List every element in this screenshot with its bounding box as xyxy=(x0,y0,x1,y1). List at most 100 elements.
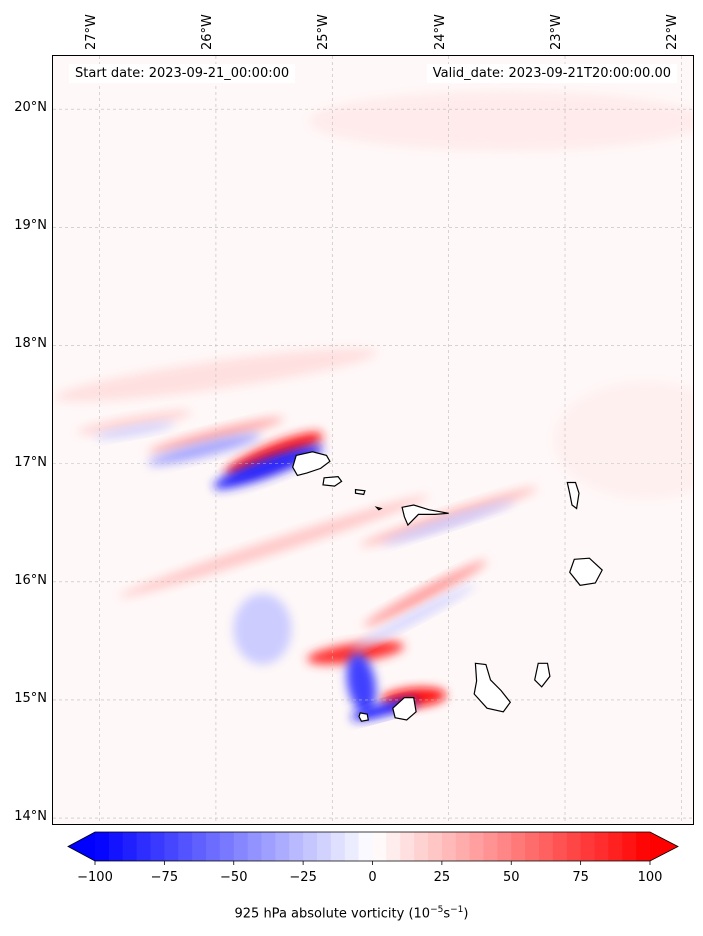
colorbar-segment xyxy=(608,832,623,861)
colorbar-segment xyxy=(594,832,609,861)
colorbar-label-exponent-2: −1 xyxy=(450,905,464,915)
island-santa-luzia xyxy=(354,488,366,496)
colorbar-label-main: 925 hPa absolute vorticity (10 xyxy=(234,906,431,922)
colorbar-segment xyxy=(372,832,387,861)
colorbar-tick-label: 75 xyxy=(572,870,589,885)
colorbar-segment xyxy=(344,832,360,861)
vorticity-feature-4 xyxy=(147,433,261,466)
longitude-label: 23°W xyxy=(549,0,574,52)
colorbar-segment xyxy=(275,832,290,861)
vorticity-feature-2 xyxy=(77,410,192,434)
colorbar-segment xyxy=(261,832,276,861)
colorbar-segment xyxy=(206,832,221,861)
colorbar-segment xyxy=(358,832,374,861)
longitude-label: 22°W xyxy=(665,0,690,52)
colorbar-segment xyxy=(164,832,179,861)
island-fogo xyxy=(392,696,417,721)
colorbar-segment xyxy=(497,832,512,861)
colorbar-segment xyxy=(441,832,457,861)
latitude-label: 16°N xyxy=(14,572,47,588)
colorbar-segment xyxy=(455,832,471,861)
colorbar-tick-label: −75 xyxy=(150,870,179,885)
colorbar-segment xyxy=(108,832,124,861)
vorticity-map xyxy=(53,56,693,824)
colorbar-segment xyxy=(219,832,235,861)
colorbar xyxy=(67,831,679,865)
island-sao-nicolau xyxy=(401,504,449,527)
colorbar-segment xyxy=(317,832,332,861)
colorbar-segment xyxy=(330,832,346,861)
colorbar-segment xyxy=(233,832,249,861)
colorbar-extend-high xyxy=(650,832,678,861)
vorticity-feature-17 xyxy=(309,91,693,151)
colorbar-segment xyxy=(178,832,193,861)
longitude-label-text: 25°W xyxy=(316,14,332,50)
colorbar-label-end: ) xyxy=(463,906,469,922)
colorbar-segment xyxy=(636,832,651,861)
vorticity-feature-5 xyxy=(94,422,175,440)
valid-date-label: Valid_date: 2023-09-21T20:00:00.00 xyxy=(426,64,677,83)
colorbar-tick-label: −50 xyxy=(220,870,248,885)
island-boa-vista xyxy=(569,557,603,586)
colorbar-segment xyxy=(539,832,554,861)
longitude-label-text: 26°W xyxy=(199,14,215,50)
colorbar-segment xyxy=(95,832,110,861)
latitude-label: 18°N xyxy=(14,336,47,352)
colorbar-label-unit: s xyxy=(443,906,451,922)
island-santiago xyxy=(473,662,512,713)
island-santo-antao xyxy=(292,451,331,477)
vorticity-feature-11 xyxy=(360,487,538,547)
island-raso xyxy=(374,506,383,511)
colorbar-segment xyxy=(580,832,596,861)
colorbar-segment xyxy=(136,832,152,861)
island-sal xyxy=(566,481,580,510)
vorticity-feature-6 xyxy=(307,641,404,665)
vorticity-feature-15 xyxy=(119,495,430,598)
colorbar-segment xyxy=(469,832,485,861)
colorbar-label: 925 hPa absolute vorticity (10−5s−1) xyxy=(0,905,703,921)
longitude-label: 26°W xyxy=(200,0,225,52)
colorbar-segment xyxy=(247,832,263,861)
vorticity-feature-18 xyxy=(553,380,693,500)
colorbar-segment xyxy=(386,832,401,861)
latitude-label: 19°N xyxy=(14,218,47,234)
colorbar-segment xyxy=(552,832,568,861)
colorbar-segment xyxy=(122,832,138,861)
latitude-label: 20°N xyxy=(14,100,47,116)
longitude-label: 27°W xyxy=(84,0,109,52)
colorbar-tick-label: 100 xyxy=(637,870,663,885)
colorbar-tick-label: 0 xyxy=(368,870,377,885)
start-date-label: Start date: 2023-09-21_00:00:00 xyxy=(69,64,296,83)
latitude-label: 15°N xyxy=(14,690,47,706)
colorbar-segment xyxy=(428,832,443,861)
longitude-label-text: 27°W xyxy=(83,14,99,50)
latitude-label: 17°N xyxy=(14,454,47,470)
colorbar-segment xyxy=(289,832,304,861)
latitude-label: 14°N xyxy=(14,809,47,825)
map-panel: Start date: 2023-09-21_00:00:00 Valid_da… xyxy=(52,55,694,825)
colorbar-segment xyxy=(400,832,415,861)
longitude-label-text: 22°W xyxy=(665,14,681,50)
longitude-label-text: 24°W xyxy=(432,14,448,50)
colorbar-segment xyxy=(192,832,207,861)
colorbar-segment xyxy=(566,832,582,861)
island-maio xyxy=(534,662,551,688)
vorticity-feature-8 xyxy=(346,653,377,714)
vorticity-feature-13 xyxy=(363,560,488,627)
colorbar-segment xyxy=(483,832,498,861)
colorbar-segment xyxy=(414,832,429,861)
colorbar-tick-label: 25 xyxy=(433,870,451,885)
island-sao-vicente xyxy=(322,475,343,487)
colorbar-segment xyxy=(303,832,318,861)
colorbar-tick-label: −25 xyxy=(289,870,317,885)
vorticity-feature-12 xyxy=(382,500,516,545)
colorbar-tick-label: −100 xyxy=(77,870,113,885)
vorticity-feature-10 xyxy=(233,593,292,665)
longitude-label: 25°W xyxy=(316,0,341,52)
colorbar-segment xyxy=(511,832,526,861)
longitude-label: 24°W xyxy=(433,0,458,52)
colorbar-extend-low xyxy=(68,832,95,861)
colorbar-label-exponent-1: −5 xyxy=(430,905,444,915)
longitude-label-text: 23°W xyxy=(549,14,564,50)
colorbar-segment xyxy=(525,832,540,861)
